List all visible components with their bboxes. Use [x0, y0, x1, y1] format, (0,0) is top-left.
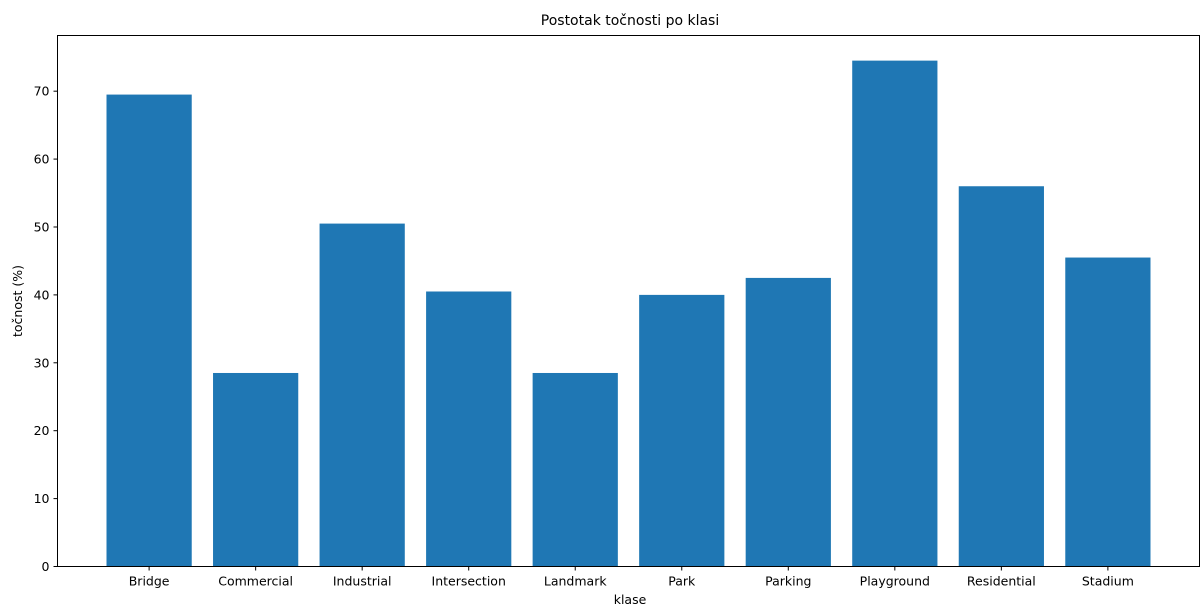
x-tick-label: Intersection: [432, 574, 506, 589]
y-tick-label: 30: [34, 355, 50, 370]
y-tick-label: 40: [34, 287, 50, 302]
y-tick-label: 70: [34, 84, 50, 99]
bar-residential: [958, 186, 1044, 567]
x-tick-label: Parking: [765, 574, 811, 589]
x-tick-label: Industrial: [333, 574, 392, 589]
bars-layer: [106, 60, 1151, 567]
x-ticks-layer: Bridge Commercial Industrial Intersection La…: [129, 566, 1134, 589]
bar-stadium: [1065, 257, 1151, 567]
x-tick-label: Stadium: [1082, 574, 1134, 589]
x-tick-label: Bridge: [129, 574, 170, 589]
bar-park: [639, 294, 725, 567]
bar-bridge: [106, 94, 192, 567]
x-tick-label: Park: [668, 574, 696, 589]
y-tick-label: 50: [34, 219, 50, 234]
y-tick-label: 60: [34, 152, 50, 167]
bar-commercial: [213, 372, 299, 567]
x-tick-label: Residential: [967, 574, 1036, 589]
x-tick-label: Playground: [860, 574, 930, 589]
bar-landmark: [532, 372, 618, 567]
bar-playground: [852, 60, 938, 567]
x-tick-label: Landmark: [544, 574, 607, 589]
bar-parking: [745, 277, 831, 567]
y-axis-label: točnost (%): [10, 265, 25, 337]
x-tick-label: Commercial: [218, 574, 293, 589]
y-ticks-layer: 0 10 20 30 40 50 60 70: [34, 84, 58, 574]
bar-intersection: [426, 291, 512, 567]
plot-frame: [57, 35, 1200, 567]
y-tick-label: 10: [34, 491, 50, 506]
y-tick-label: 0: [42, 559, 50, 574]
bar-industrial: [319, 223, 405, 567]
x-axis-label: klase: [614, 592, 647, 606]
y-tick-label: 20: [34, 423, 50, 438]
chart-title: Postotak točnosti po klasi: [541, 13, 719, 29]
